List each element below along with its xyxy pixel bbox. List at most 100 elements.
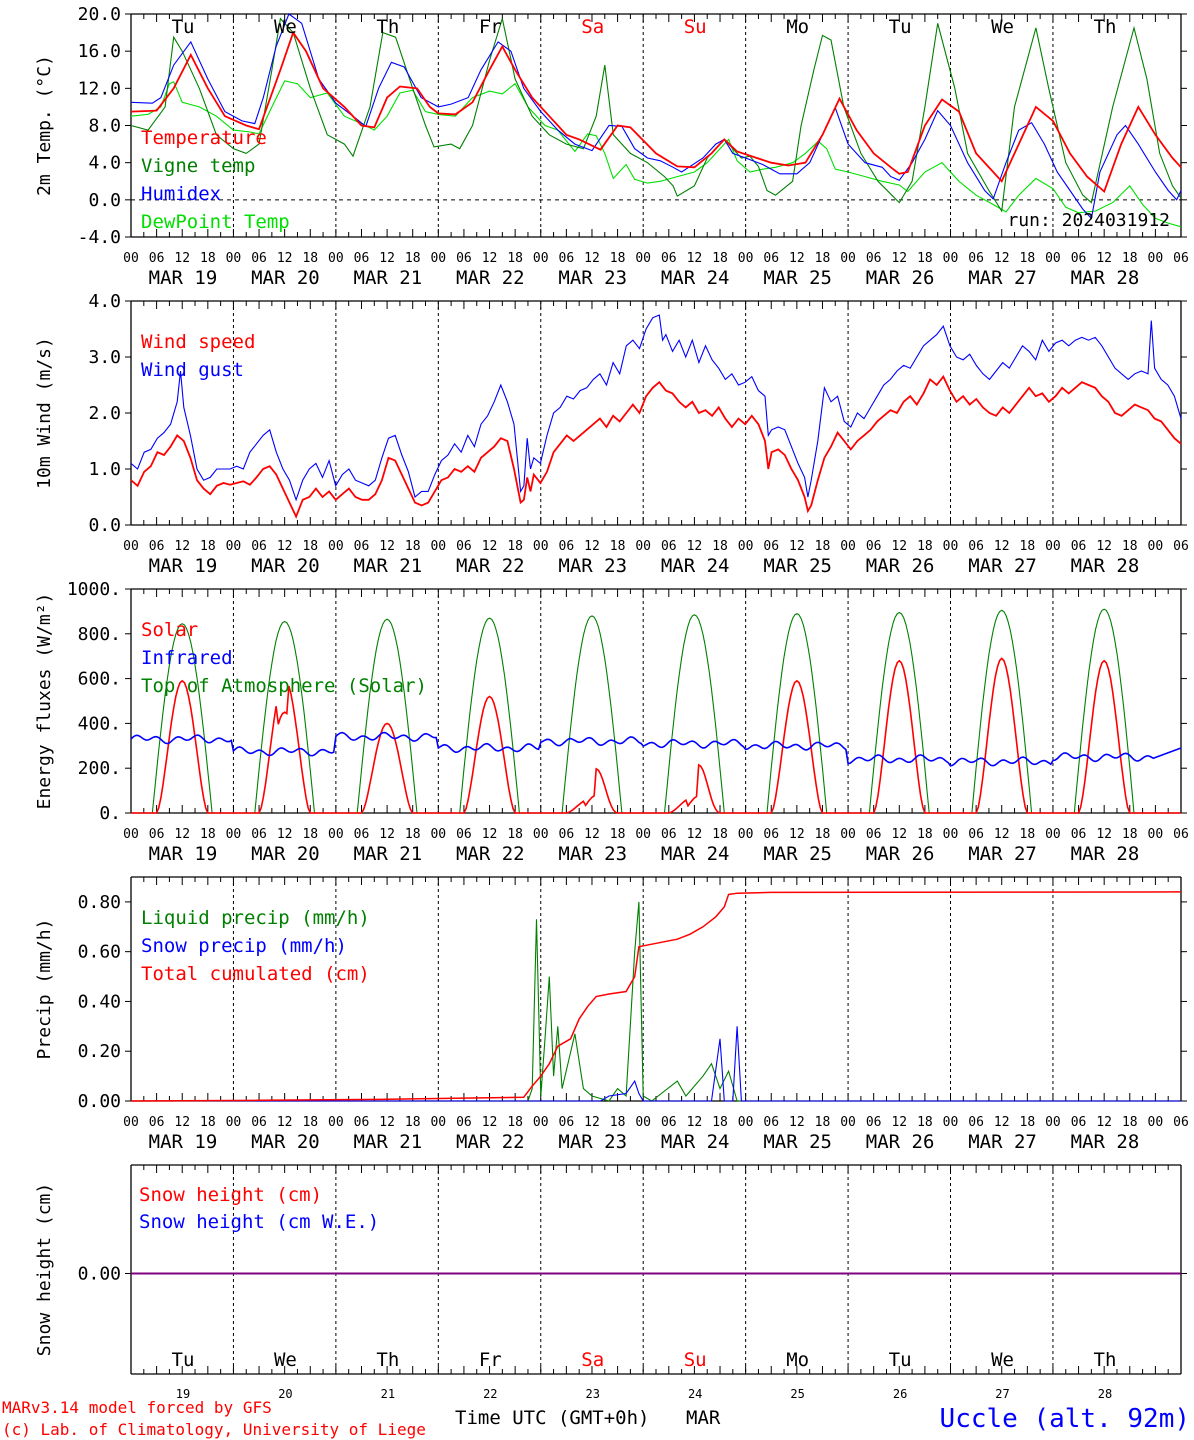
date-label: MAR 25 [763, 267, 832, 289]
hour-tick-label: 12 [687, 827, 703, 842]
y-tick-labels: 0.00 0.20 0.40 0.60 0.80 [78, 892, 1187, 1112]
hour-tick-label: 06 [354, 251, 370, 266]
weekday-label: Tu [889, 16, 912, 38]
series-line [130, 17, 1182, 213]
date-label: MAR 19 [149, 843, 218, 865]
legend-entry: Humidex [141, 183, 221, 205]
hour-tick-label: 18 [610, 251, 626, 266]
day-number-label: 20 [278, 1387, 292, 1401]
hour-tick-label: 18 [302, 1115, 318, 1130]
legend-entry: Wind gust [141, 359, 244, 381]
hour-tick-label: 00 [123, 539, 139, 554]
hour-tick-label: 12 [994, 1115, 1010, 1130]
y-tick-label: 0. [99, 803, 121, 824]
hour-tick-label: 06 [968, 827, 984, 842]
hour-tick-label: 06 [251, 539, 267, 554]
hour-tick-label: 00 [943, 827, 959, 842]
hour-tick-label: 18 [405, 1115, 421, 1130]
day-number-label: 21 [381, 1387, 395, 1401]
hour-tick-label: 00 [840, 827, 856, 842]
hour-tick-label: 00 [635, 251, 651, 266]
hour-tick-label: 12 [584, 539, 600, 554]
date-label: MAR 28 [1071, 1131, 1140, 1153]
hour-tick-label: 06 [1071, 251, 1087, 266]
date-label: MAR 21 [354, 1131, 423, 1153]
hour-tick-label: 18 [712, 539, 728, 554]
date-label: MAR 22 [456, 1131, 525, 1153]
y-tick-label: 0.40 [78, 991, 121, 1012]
hour-tick-label: 12 [891, 251, 907, 266]
hour-tick-label: 12 [379, 251, 395, 266]
y-tick-label: 20.0 [78, 4, 121, 25]
weekday-label: Th [1094, 16, 1117, 38]
date-labels: MAR 19 MAR 20 MAR 21 MAR 22 MAR 23 MAR 24 MAR … [149, 555, 1140, 577]
hour-tick-label: 06 [1071, 1115, 1087, 1130]
hour-tick-label: 18 [405, 251, 421, 266]
hour-tick-label: 18 [1122, 827, 1138, 842]
legend-entry: Wind speed [141, 331, 255, 353]
hour-tick-label: 00 [430, 251, 446, 266]
series-line [130, 891, 1182, 1102]
hour-tick-label: 12 [891, 539, 907, 554]
hour-tick-label: 12 [789, 1115, 805, 1130]
hour-tick-label: 12 [994, 827, 1010, 842]
date-label: MAR 20 [251, 555, 320, 577]
hour-tick-label: 18 [917, 827, 933, 842]
y-tick-label: 200. [78, 758, 121, 779]
legend-entry: Snow precip (mm/h) [141, 935, 347, 957]
date-label: MAR 27 [968, 267, 1037, 289]
hour-tick-label: 12 [789, 539, 805, 554]
hour-tick-label: 00 [226, 539, 242, 554]
series-line [131, 1026, 1181, 1102]
hour-tick-label: 18 [1020, 827, 1036, 842]
hour-tick-label: 06 [251, 827, 267, 842]
day-number-label: 19 [176, 1387, 190, 1401]
day-number-label: 24 [688, 1387, 702, 1401]
series-line [130, 314, 1182, 502]
date-label: MAR 21 [354, 843, 423, 865]
date-label: MAR 20 [251, 843, 320, 865]
y-tick-labels: -4.0 0.0 4.0 8.0 12.0 16.0 20.0 [78, 4, 1187, 248]
hour-tick-label: 12 [174, 1115, 190, 1130]
date-label: MAR 24 [661, 843, 730, 865]
hour-tick-label: 18 [200, 1115, 216, 1130]
hour-tick-label: 00 [943, 539, 959, 554]
date-label: MAR 25 [763, 1131, 832, 1153]
legend-entry: Infrared [141, 647, 233, 669]
hour-tick-label: 06 [456, 539, 472, 554]
hour-tick-label: 06 [149, 251, 165, 266]
legend-entry: Top of Atmosphere (Solar) [141, 675, 427, 697]
run-label: run: 2024031912 [1007, 210, 1170, 231]
hour-tick-label: 00 [1148, 1115, 1164, 1130]
hour-tick-label: 12 [174, 539, 190, 554]
hour-tick-label: 06 [968, 1115, 984, 1130]
date-label: MAR 23 [558, 1131, 627, 1153]
date-labels: MAR 19 MAR 20 MAR 21 MAR 22 MAR 23 MAR 24 MAR … [149, 843, 1140, 865]
hour-tick-label: 00 [328, 1115, 344, 1130]
hour-tick-label: 06 [1071, 539, 1087, 554]
day-number-label: 23 [586, 1387, 600, 1401]
hour-tick-label: 18 [405, 827, 421, 842]
hour-tick-label: 12 [584, 1115, 600, 1130]
y-axis-title: 10m Wind (m/s) [34, 337, 55, 489]
hour-tick-label: 06 [251, 1115, 267, 1130]
hour-tick-label: 00 [430, 1115, 446, 1130]
hour-tick-label: 00 [123, 1115, 139, 1130]
hour-tick-label: 12 [482, 251, 498, 266]
hour-tick-label: 00 [533, 827, 549, 842]
hour-tick-label: 00 [533, 251, 549, 266]
hour-tick-label: 12 [584, 827, 600, 842]
y-tick-label: 0.00 [78, 1091, 121, 1112]
hour-tick-label: 06 [456, 827, 472, 842]
y-axis-title: Precip (mm/h) [34, 919, 55, 1060]
hour-tick-label: 12 [277, 827, 293, 842]
hour-tick-label: 12 [482, 827, 498, 842]
hour-tick-label: 12 [891, 827, 907, 842]
hour-tick-label: 06 [866, 827, 882, 842]
hour-tick-label: 12 [789, 827, 805, 842]
hour-tick-label: 12 [687, 539, 703, 554]
hour-tick-label: 00 [1045, 539, 1061, 554]
hour-tick-label: 18 [405, 539, 421, 554]
panel-frame [130, 300, 1182, 526]
hour-tick-label: 06 [354, 1115, 370, 1130]
